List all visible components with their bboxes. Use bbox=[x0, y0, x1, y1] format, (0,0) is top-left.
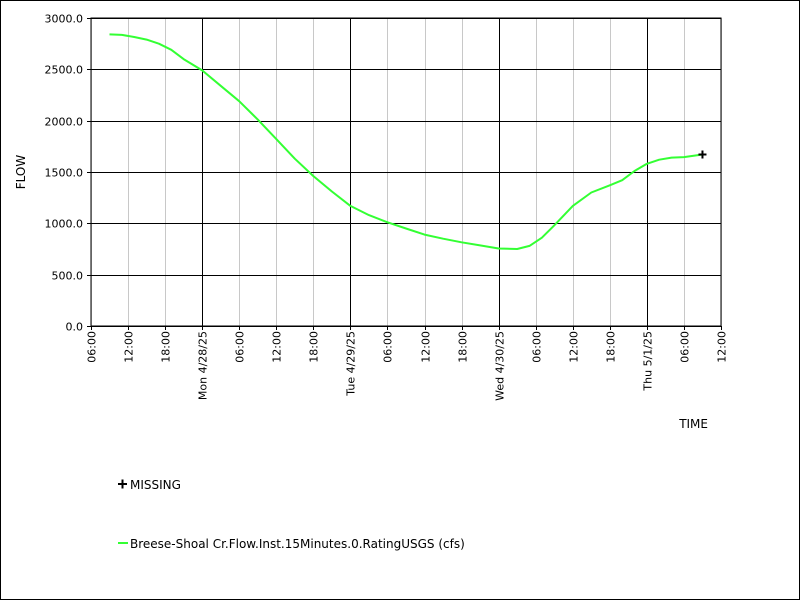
x-tick-label: Tue 4/29/25 bbox=[345, 331, 358, 397]
legend-item-series: Breese-Shoal Cr.Flow.Inst.15Minutes.0.Ra… bbox=[118, 537, 465, 551]
x-tick-label: 06:00 bbox=[86, 331, 99, 363]
y-tick-label: 0.0 bbox=[66, 321, 84, 334]
series-layer bbox=[109, 33, 703, 250]
y-tick-label: 500.0 bbox=[52, 270, 84, 283]
x-tick-label: 18:00 bbox=[457, 331, 470, 363]
series-line bbox=[109, 33, 703, 250]
y-axis-label: FLOW bbox=[14, 155, 28, 190]
y-tick-label: 2000.0 bbox=[45, 116, 84, 129]
x-tick-label: Mon 4/28/25 bbox=[197, 331, 210, 400]
missing-marker bbox=[698, 150, 707, 159]
x-tick-label: 18:00 bbox=[308, 331, 321, 363]
x-tick-label: 12:00 bbox=[716, 331, 729, 363]
y-tick-label: 1000.0 bbox=[45, 218, 84, 231]
x-tick-label: 12:00 bbox=[123, 331, 136, 363]
missing-markers bbox=[698, 150, 707, 159]
y-axis-ticks: 0.0 500.0 1000.0 1500.0 2000.0 2500.0 3000.0 bbox=[45, 13, 91, 334]
x-tick-label: 18:00 bbox=[605, 331, 618, 363]
x-tick-label: 06:00 bbox=[382, 331, 395, 363]
y-tick-label: 1500.0 bbox=[45, 167, 84, 180]
legend-label-series: Breese-Shoal Cr.Flow.Inst.15Minutes.0.Ra… bbox=[130, 537, 465, 551]
x-tick-label: Thu 5/1/25 bbox=[642, 331, 655, 392]
legend: MISSING Breese-Shoal Cr.Flow.Inst.15Minu… bbox=[118, 478, 465, 551]
x-tick-label: Wed 4/30/25 bbox=[494, 331, 507, 401]
legend-item-missing: MISSING bbox=[118, 478, 181, 492]
x-tick-label: 06:00 bbox=[234, 331, 247, 363]
legend-label-missing: MISSING bbox=[130, 478, 181, 492]
x-tick-label: 12:00 bbox=[420, 331, 433, 363]
y-tick-label: 3000.0 bbox=[45, 13, 84, 26]
x-tick-label: 18:00 bbox=[160, 331, 173, 363]
x-axis-ticks: 06:00 12:00 18:00 Mon 4/28/25 06:00 12:00 18:0… bbox=[86, 326, 729, 401]
x-tick-label: 06:00 bbox=[679, 331, 692, 363]
x-tick-label: 12:00 bbox=[568, 331, 581, 363]
x-tick-label: 06:00 bbox=[531, 331, 544, 363]
x-tick-label: 12:00 bbox=[271, 331, 284, 363]
y-tick-label: 2500.0 bbox=[45, 64, 84, 77]
x-axis-label: TIME bbox=[678, 417, 708, 431]
grid bbox=[91, 18, 722, 327]
missing-plus-icon bbox=[118, 479, 127, 489]
